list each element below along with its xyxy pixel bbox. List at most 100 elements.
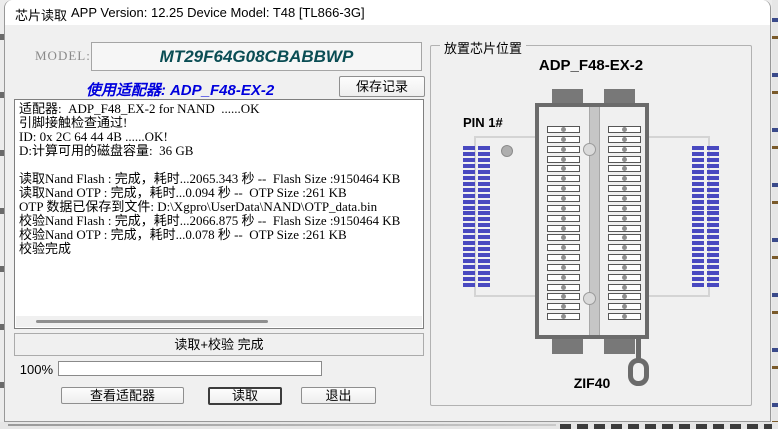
zif-pin-slot — [608, 273, 641, 281]
chip-pin — [707, 181, 719, 186]
chip-pin — [692, 259, 704, 264]
chip-pin — [707, 235, 719, 240]
socket-label: ZIF40 — [573, 375, 611, 391]
save-record-button[interactable]: 保存记录 — [339, 76, 425, 97]
zif-pin-slot — [608, 283, 641, 291]
chip-pin — [478, 282, 490, 287]
zif-pin-slot — [547, 185, 580, 193]
chip-read-dialog: 芯片读取 APP Version: 12.25 Device Model: T4… — [4, 0, 771, 422]
zif-pin-slot — [547, 135, 580, 143]
chip-pin — [707, 169, 719, 174]
log-line — [19, 158, 419, 172]
chip-pin — [478, 265, 490, 269]
log-line: ID: 0x 2C 64 44 4B ......OK! — [19, 129, 168, 144]
log-line: 校验Nand OTP : 完成，耗时...0.078 秒 -- OTP Size… — [19, 227, 347, 242]
zif-pin-slot — [608, 145, 641, 153]
zif-pin-slot — [547, 145, 580, 153]
channel-screw-icon — [583, 143, 596, 156]
zif-pin-slot — [608, 303, 641, 311]
titlebar[interactable]: 芯片读取 APP Version: 12.25 Device Model: T4… — [5, 0, 770, 26]
chip-pin — [707, 187, 719, 192]
zif-pin-slot — [547, 165, 580, 173]
chip-pin — [478, 157, 490, 162]
zif-pin-slot — [608, 234, 641, 242]
chip-pin — [707, 157, 719, 162]
chip-pin — [478, 199, 490, 204]
chip-pin — [463, 205, 475, 210]
chip-placement-diagram: ADP_F48-EX-2 PIN 1# ZIF40 — [431, 46, 751, 405]
chip-pin — [707, 193, 719, 198]
zif-pin-slot — [547, 273, 580, 281]
pin1-label: PIN 1# — [463, 115, 503, 130]
zif-pin-slot — [547, 175, 580, 183]
zif-pin-slot — [608, 204, 641, 212]
chip-pin — [707, 276, 719, 281]
view-adapter-button[interactable]: 查看适配器 — [61, 387, 184, 404]
chip-pin — [478, 151, 490, 156]
chip-pin — [463, 235, 475, 240]
chip-pin — [692, 175, 704, 180]
chip-pin — [707, 229, 719, 234]
chip-pin — [707, 217, 719, 222]
zif-pin-slot — [547, 293, 580, 301]
chip-pin — [463, 270, 475, 275]
status-bar: 读取+校验 完成 — [14, 333, 424, 356]
chip-pin — [478, 193, 490, 198]
chip-pin — [707, 205, 719, 210]
zif-pin-slot — [547, 194, 580, 202]
chip-pin — [692, 265, 704, 269]
exit-button[interactable]: 退出 — [301, 387, 376, 404]
chip-pin — [692, 229, 704, 234]
chip-pin — [692, 163, 704, 168]
chip-pin — [478, 259, 490, 264]
read-button[interactable]: 读取 — [208, 387, 282, 405]
zif-pin-slot — [547, 155, 580, 163]
chip-pin — [692, 157, 704, 162]
chip-pin — [478, 169, 490, 174]
log-output[interactable]: 适配器: ADP_F48_EX-2 for NAND ......OK 引脚接触检… — [14, 99, 424, 329]
chip-pin — [692, 146, 704, 150]
chip-pin — [707, 223, 719, 228]
zif-pin-slot — [608, 135, 641, 143]
clipped-background-text — [560, 424, 772, 429]
background-window-left-sliver — [0, 0, 4, 429]
chip-pin — [478, 211, 490, 216]
chip-pin — [478, 146, 490, 150]
zif-pin-slot — [608, 263, 641, 271]
chip-pin — [707, 270, 719, 275]
adapter-caption: 使用适配器: ADP_F48-EX-2 — [85, 82, 275, 99]
chip-pin — [692, 169, 704, 174]
progress-percent-label: 100% — [19, 362, 53, 377]
log-line: 校验完成 — [19, 241, 72, 256]
chip-pin — [692, 247, 704, 252]
zif-pin-slot — [547, 283, 580, 291]
zif-pin-slot — [547, 214, 580, 222]
chip-pin — [692, 199, 704, 204]
scrollbar-thumb[interactable] — [36, 320, 268, 323]
chip-pin — [463, 241, 475, 246]
zif-pin-slot — [608, 155, 641, 163]
chip-pin — [478, 217, 490, 222]
chip-pin — [478, 223, 490, 228]
chip-pin — [692, 217, 704, 222]
zif-lever — [636, 335, 641, 361]
chip-pin — [707, 146, 719, 150]
zif-lever-handle — [628, 358, 649, 386]
chip-pin — [478, 270, 490, 275]
log-line: 适配器: ADP_F48_EX-2 for NAND ......OK — [19, 101, 260, 116]
model-value-box: MT29F64G08CBABBWP — [91, 42, 422, 71]
background-window-bottom-sliver — [0, 422, 778, 429]
adapter-name-title: ADP_F48-EX-2 — [538, 57, 644, 74]
log-line: 校验Nand Flash : 完成，耗时...2066.875 秒 -- Fla… — [19, 213, 401, 228]
chip-pin — [707, 253, 719, 258]
chip-pin — [478, 163, 490, 168]
chip-pin — [707, 199, 719, 204]
log-line: 读取Nand OTP : 完成，耗时...0.094 秒 -- OTP Size… — [19, 185, 347, 200]
chip-pin — [707, 282, 719, 287]
chip-pin — [463, 217, 475, 222]
zif-pin-slot — [547, 234, 580, 242]
chip-pin — [692, 253, 704, 258]
chip-pin — [478, 253, 490, 258]
log-horizontal-scrollbar[interactable] — [16, 316, 422, 327]
